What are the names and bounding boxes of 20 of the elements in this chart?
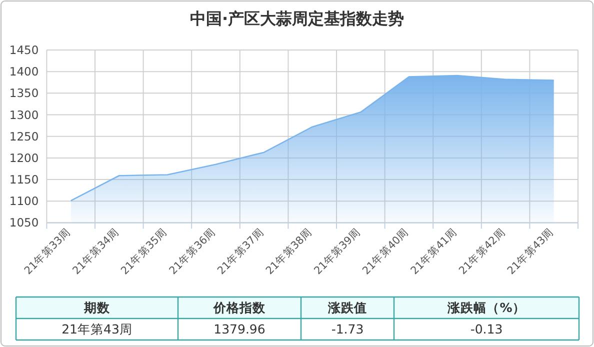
y-tick-label: 1250 xyxy=(9,129,39,144)
x-tick-label: 21年第35周 xyxy=(118,226,170,278)
x-tick-label: 21年第42周 xyxy=(456,226,508,278)
y-tick-label: 1350 xyxy=(9,86,39,100)
y-tick-label: 1150 xyxy=(9,172,39,187)
table: 期数 价格指数 涨跌值 涨跌幅（%） 21年第43周 1379.96 -1.73 -0.13 xyxy=(15,296,580,341)
x-tick-label: 21年第43周 xyxy=(505,226,556,278)
x-tick-label: 21年第39周 xyxy=(312,226,363,278)
y-tick-label: 1100 xyxy=(9,194,39,208)
x-tick-label: 21年第41周 xyxy=(408,226,460,278)
x-tick-label: 21年第36周 xyxy=(167,226,218,278)
x-tick-label: 21年第38周 xyxy=(264,226,314,278)
y-tick-label: 1400 xyxy=(9,64,39,79)
y-tick-label: 1450 xyxy=(9,43,39,57)
y-tick-label: 1200 xyxy=(9,150,39,165)
x-tick-label: 21年第40周 xyxy=(360,226,412,278)
chart-title: 中国·产区大蒜周定基指数走势 xyxy=(190,9,404,28)
x-tick-label: 21年第37周 xyxy=(215,226,266,278)
x-tick-label: 21年第34周 xyxy=(70,226,122,278)
y-tick-label: 1300 xyxy=(9,108,39,122)
